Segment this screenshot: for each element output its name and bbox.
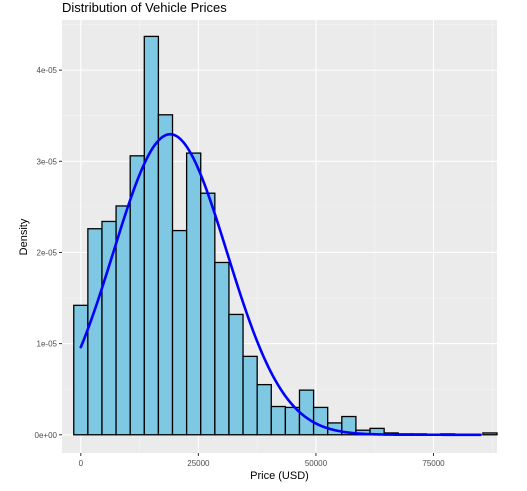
minor-gridlines [62,20,497,453]
histogram-bar [482,432,498,436]
histogram-bar [200,192,216,436]
y-axis: 0e+00 1e-05 2e-05 3e-05 4e-05 [35,66,62,440]
histogram-bar [341,415,357,436]
histogram-bar [171,229,188,436]
y-tick-label: 4e-05 [37,66,58,75]
histogram-bar [214,261,230,436]
histogram-bar [312,406,329,436]
histogram-bar [228,313,244,436]
x-axis: 0 25000 50000 75000 [79,453,445,468]
histogram-bar [270,405,287,436]
y-tick-label: 1e-05 [37,340,58,349]
density-curve [79,132,482,437]
histogram-bar [242,355,258,436]
y-axis-title: Density [18,218,30,255]
histogram-bar [87,228,103,436]
x-axis-title: Price (USD) [250,470,309,482]
x-tick-label: 75000 [422,459,445,468]
y-tick-label: 0e+00 [35,431,58,440]
histogram-bar [143,35,160,436]
histogram-bar [256,383,272,436]
density-curve-layer [79,132,482,437]
x-tick-label: 25000 [187,459,210,468]
histogram-bar [185,152,202,436]
x-tick-label: 50000 [305,459,328,468]
y-tick-label: 2e-05 [37,248,58,257]
histogram-bar [73,304,89,436]
histogram-bar [157,114,174,436]
x-tick-label: 0 [79,459,84,468]
y-tick-label: 3e-05 [37,157,58,166]
chart-title: Distribution of Vehicle Prices [62,0,227,15]
